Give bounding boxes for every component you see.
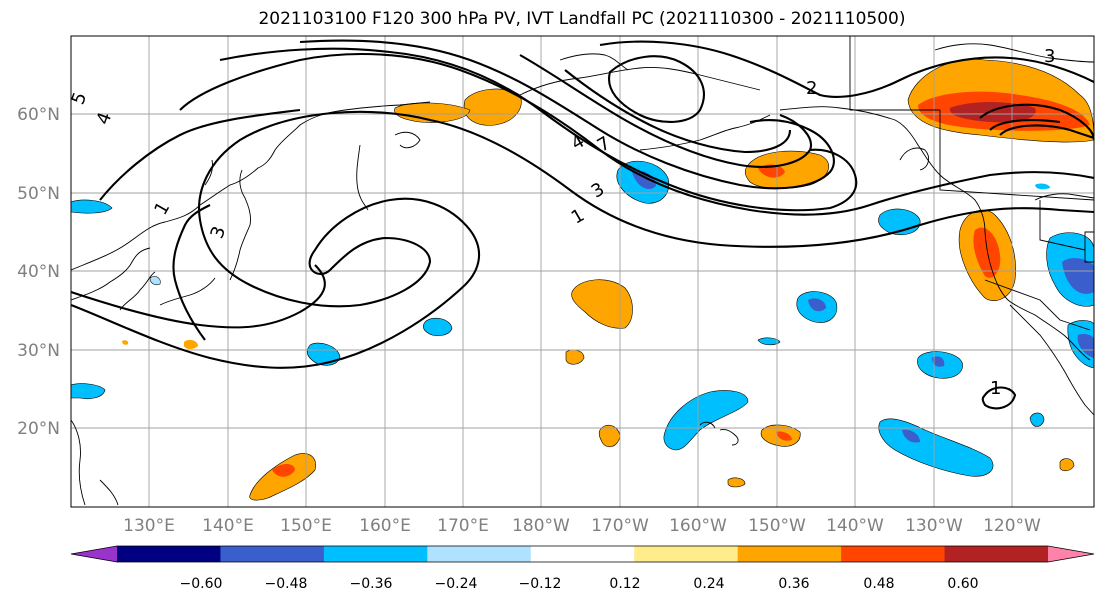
longitude-labels: 130°E 140°E 150°E 160°E 170°E 180°W 170°… — [123, 516, 1041, 536]
colorbar-tick-label: −0.48 — [265, 576, 308, 592]
colorbar — [70, 545, 1095, 563]
colorbar-tick-label: −0.24 — [435, 576, 478, 592]
contour-label: 2 — [806, 78, 817, 99]
colorbar-segment — [427, 546, 532, 562]
colorbar-tick-label: −0.12 — [519, 576, 562, 592]
latitude-labels: 60°N 50°N 40°N 30°N 20°N — [17, 105, 60, 439]
colorbar-segment — [117, 546, 221, 562]
lon-label: 120°W — [983, 516, 1041, 536]
colorbar-segment — [220, 546, 325, 562]
colorbar-tick-label: −0.36 — [350, 576, 393, 592]
colorbar-extend-high — [1048, 546, 1094, 562]
lon-label: 170°W — [591, 516, 649, 536]
colorbar-tick-label: 0.60 — [947, 576, 978, 592]
pv-contours — [71, 39, 1094, 410]
lat-label-60: 60°N — [17, 105, 60, 125]
lon-label: 160°W — [669, 516, 727, 536]
lon-label: 150°W — [748, 516, 806, 536]
lat-label-30: 30°N — [17, 341, 60, 361]
lon-label: 180°W — [512, 516, 570, 536]
lon-label: 130°E — [123, 516, 175, 536]
contour-label: 1 — [990, 378, 1001, 399]
colorbar-outline — [70, 545, 1095, 563]
lon-label: 170°E — [437, 516, 489, 536]
colorbar-tick-label: −0.60 — [180, 576, 223, 592]
map-title: 2021103100 F120 300 hPa PV, IVT Landfall… — [258, 9, 906, 29]
colorbar-tick-label: 0.24 — [693, 576, 724, 592]
lon-label: 140°W — [826, 516, 884, 536]
colorbar-tick-label: 0.36 — [778, 576, 809, 592]
political-boundaries — [849, 36, 1094, 331]
colorbar-segment — [841, 546, 946, 562]
lat-label-20: 20°N — [17, 419, 60, 439]
lon-label: 140°E — [202, 516, 254, 536]
contour-label: 3 — [1044, 46, 1055, 67]
lon-label: 150°E — [280, 516, 332, 536]
lon-label: 160°E — [359, 516, 411, 536]
colorbar-segment — [944, 546, 1049, 562]
lat-label-40: 40°N — [17, 262, 60, 282]
colorbar-tick-labels: −0.60 −0.48 −0.36 −0.24 −0.12 0.12 0.24 … — [180, 576, 979, 592]
lon-label: 130°W — [905, 516, 963, 536]
map-frame — [70, 35, 1095, 508]
colorbar-segment — [323, 546, 428, 562]
colorbar-segment — [530, 546, 635, 562]
colorbar-tick-label: 0.48 — [863, 576, 894, 592]
colorbar-segment — [737, 546, 842, 562]
colorbar-tick-label: 0.12 — [609, 576, 640, 592]
colorbar-segment — [634, 546, 739, 562]
colorbar-extend-low — [71, 546, 117, 562]
lat-label-50: 50°N — [17, 184, 60, 204]
